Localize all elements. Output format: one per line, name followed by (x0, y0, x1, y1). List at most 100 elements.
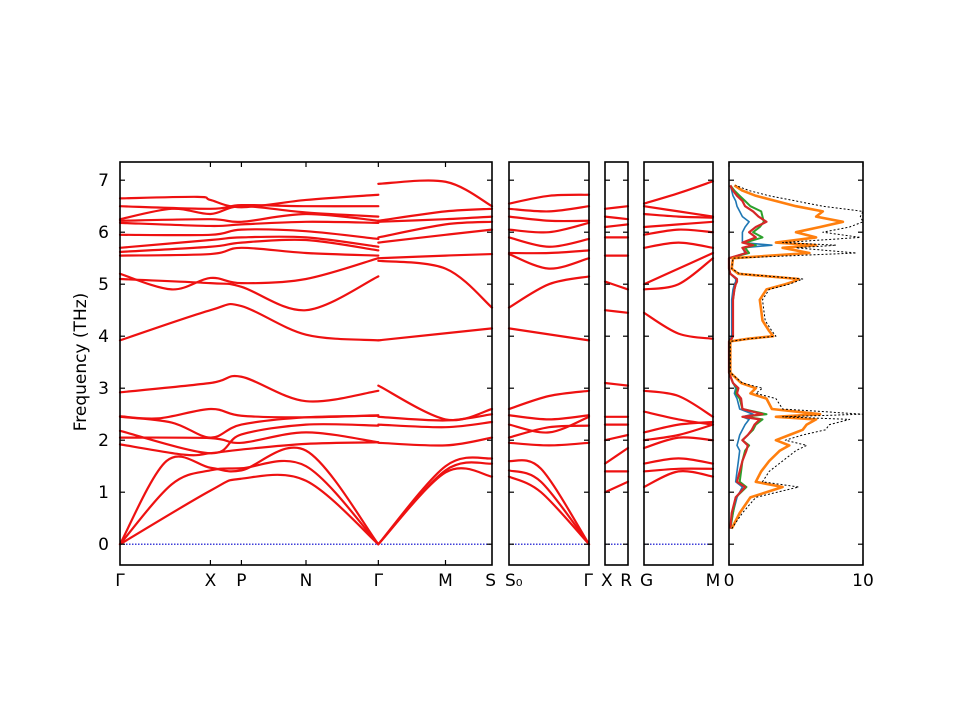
phonon-dos-panel (727, 161, 864, 566)
y-tick-label: 3 (98, 379, 109, 399)
x-tick-label: P (236, 571, 246, 591)
phonon-band (377, 220, 494, 239)
phonon-band (507, 424, 591, 439)
phonon-band (507, 249, 591, 255)
phonon-band (642, 423, 715, 442)
phonon-band (118, 203, 380, 210)
phonon-band (642, 212, 715, 219)
phonon-band (118, 275, 380, 312)
phonon-band (642, 469, 715, 489)
phonon-band (118, 212, 380, 224)
phonon-band (118, 246, 380, 257)
x-tick-label: G (640, 571, 653, 591)
phonon-band (118, 459, 380, 546)
panel-frame (604, 161, 629, 566)
phonon-band (118, 431, 380, 445)
x-tick-label: N (300, 571, 313, 591)
panel-frame (728, 161, 864, 566)
y-tick-label: 6 (98, 223, 109, 243)
phonon-band (507, 275, 591, 309)
phonon-band (642, 241, 715, 249)
phonon-band (507, 252, 591, 270)
x-tick-label: X (601, 571, 613, 591)
phonon-band (118, 473, 380, 546)
phonon-band (642, 436, 715, 450)
phonon-band (642, 410, 715, 426)
phonon-band (603, 381, 630, 387)
phonon-band (507, 459, 591, 546)
phonon-band (377, 436, 494, 447)
phonon-band (118, 235, 380, 249)
panel-frame (508, 161, 590, 566)
phonon-band (642, 180, 715, 205)
phonon-band (377, 327, 494, 342)
phonon-band (118, 441, 380, 457)
x-tick-label: S (485, 571, 496, 591)
partial-dos-curve (728, 184, 845, 530)
x-tick-label: 10 (852, 571, 874, 591)
phonon-band (603, 480, 630, 494)
phonon-band (377, 252, 494, 260)
phonon-band (118, 257, 380, 291)
x-tick-label: Γ (115, 571, 125, 591)
phonon-band (603, 223, 630, 229)
phonon-band (118, 238, 380, 254)
phonon-band (603, 309, 630, 314)
total-dos-curve (729, 184, 864, 529)
phonon-band (377, 467, 494, 546)
band-panel-s0-gamma (507, 161, 591, 566)
phonon-band (118, 423, 380, 455)
phonon-band (377, 215, 494, 223)
phonon-band (642, 467, 715, 473)
phonon-band (507, 215, 591, 223)
y-tick-label: 0 (98, 535, 109, 555)
y-tick-labels: 0 1 2 3 4 5 6 7 (98, 171, 109, 555)
y-tick-label: 5 (98, 275, 109, 295)
x-tick-label: Γ (584, 571, 594, 591)
phonon-band (377, 207, 494, 222)
phonon-band (507, 327, 591, 342)
x-tick-label: M (706, 571, 721, 591)
panel-frame (119, 161, 493, 566)
x-tick-labels: Γ X P N Γ M S S₀ Γ X R G M 0 10 (115, 571, 874, 591)
phonon-band (118, 374, 380, 403)
phonon-band (377, 179, 494, 208)
phonon-band (642, 205, 715, 218)
y-tick-label: 1 (98, 483, 109, 503)
partial-dos-curve (728, 185, 773, 529)
band-panel-g-m (642, 161, 715, 566)
phonon-band (507, 236, 591, 248)
phonon-band (642, 220, 715, 229)
phonon-band (507, 441, 591, 447)
phonon-band (507, 205, 591, 213)
panel-frame (643, 161, 714, 566)
x-tick-label: S₀ (505, 571, 523, 591)
phonon-band (603, 280, 630, 291)
phonon-band (118, 193, 380, 209)
phonon-band (118, 446, 380, 546)
phonon-band (642, 228, 715, 236)
phonon-band (507, 414, 591, 421)
y-axis-title: Frequency (THz) (71, 293, 91, 432)
phonon-band (642, 251, 715, 286)
phonon-band (507, 469, 591, 546)
band-panel-x-r (603, 161, 630, 566)
phonon-band (377, 420, 494, 429)
phonon-band (118, 228, 380, 241)
phonon-band (507, 475, 591, 546)
x-tick-label: X (205, 571, 217, 591)
phonon-band (603, 433, 630, 442)
x-tick-label: 0 (724, 571, 735, 591)
phonon-band (377, 228, 494, 244)
partial-dos-curve (727, 184, 768, 529)
phonon-band (118, 220, 380, 228)
phonon-band (603, 446, 630, 465)
partial-dos-curve (728, 184, 768, 529)
phonon-band (118, 302, 380, 342)
phonon-band (377, 384, 494, 422)
phonon-band (642, 257, 715, 291)
phonon-band (642, 457, 715, 465)
y-tick-label: 7 (98, 171, 109, 191)
x-tick-label: R (620, 571, 632, 591)
